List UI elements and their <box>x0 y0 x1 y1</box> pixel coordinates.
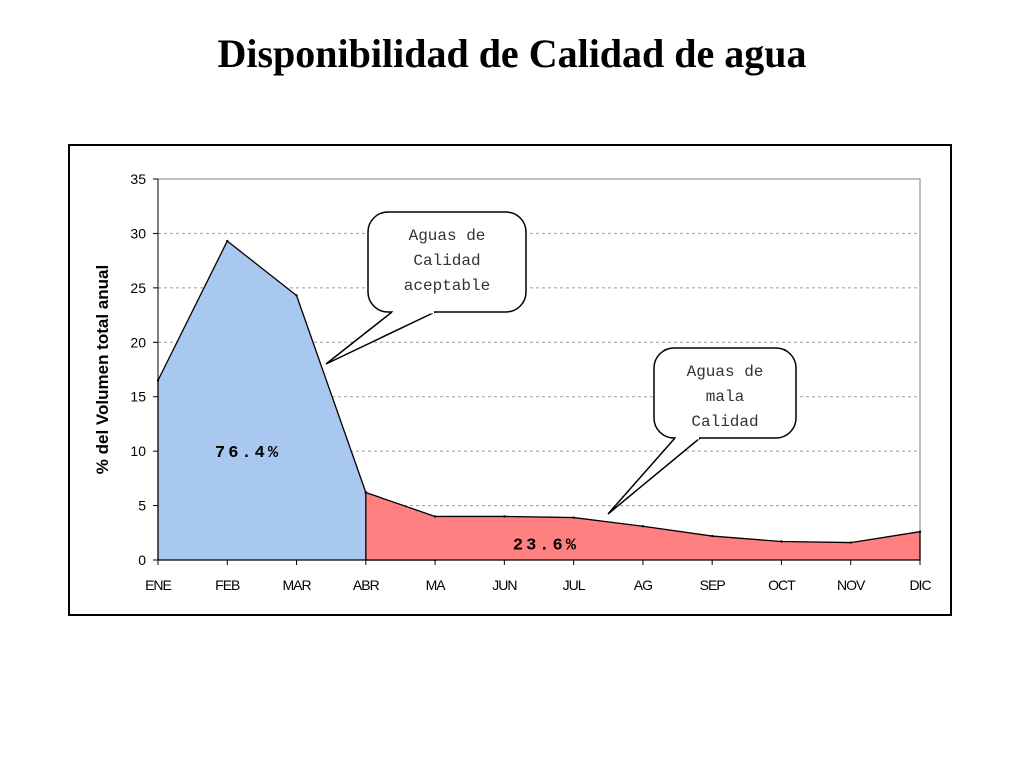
data-point <box>295 294 298 297</box>
data-point <box>226 239 229 243</box>
chart-svg: 0 5 10 15 20 25 30 35 ENE FEB MAR ABR MA JUN JUL AG SEP O… <box>93 171 932 593</box>
data-point <box>503 515 506 518</box>
data-point <box>780 540 783 543</box>
x-tick-label: NOV <box>837 577 866 593</box>
callout-text-line: mala <box>706 388 745 406</box>
data-point <box>710 534 714 538</box>
y-tick-label: 20 <box>130 334 146 350</box>
x-tick-label: FEB <box>215 577 240 593</box>
x-tick-label: JUN <box>492 577 516 593</box>
chart-frame: 0 5 10 15 20 25 30 35 ENE FEB MAR ABR MA JUN JUL AG SEP O… <box>68 144 952 616</box>
data-point <box>641 525 645 528</box>
x-tick-label: ABR <box>353 577 380 593</box>
callout-text-line: aceptable <box>404 277 490 295</box>
data-point <box>364 491 368 494</box>
callout-box-1 <box>653 347 797 439</box>
callout-box-0 <box>367 211 527 313</box>
data-point <box>433 515 437 518</box>
data-point <box>572 516 575 519</box>
x-tick-label: AG <box>634 577 652 593</box>
callout-text-line: Aguas de <box>687 363 764 381</box>
data-point <box>918 530 922 533</box>
y-tick-label: 15 <box>130 389 146 405</box>
callout-text-line: Aguas de <box>409 227 486 245</box>
x-tick-label: JUL <box>563 577 586 593</box>
slide-title: Disponibilidad de Calidad de agua <box>217 31 807 76</box>
x-tick-label: SEP <box>700 577 726 593</box>
callout-pointer-1 <box>607 437 701 515</box>
y-tick-label: 0 <box>138 552 146 568</box>
x-tick-label: ENE <box>145 577 171 593</box>
x-tick-label: DIC <box>909 577 931 593</box>
y-tick-label: 30 <box>130 225 146 241</box>
callout-pointer-0 <box>325 311 436 365</box>
x-tick-label: OCT <box>768 577 796 593</box>
data-point <box>849 541 852 544</box>
y-axis-title: % del Volumen total anual <box>93 265 112 474</box>
y-tick-label: 5 <box>138 498 146 514</box>
callout-text-line: Calidad <box>691 413 758 431</box>
area-total-label-1: 23.6% <box>513 537 579 556</box>
y-tick-label: 10 <box>130 443 146 459</box>
x-tick-label: MAR <box>282 577 311 593</box>
callout-text-line: Calidad <box>413 252 480 270</box>
y-tick-label: 25 <box>130 280 146 296</box>
x-tick-label: MA <box>426 577 447 593</box>
area-total-label-0: 76.4% <box>215 444 281 463</box>
y-tick-label: 35 <box>130 171 146 187</box>
